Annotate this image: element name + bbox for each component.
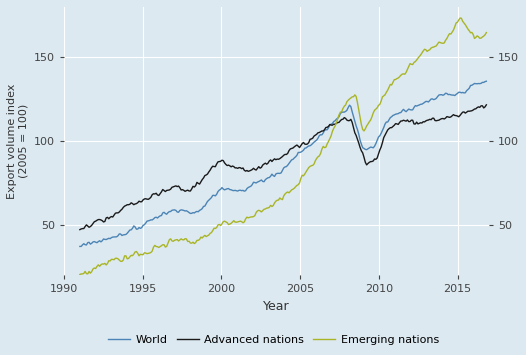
World xyxy=(77,244,83,248)
Advanced nations xyxy=(483,103,490,107)
Legend: World, Advanced nations, Emerging nations: World, Advanced nations, Emerging nation… xyxy=(104,331,443,349)
Emerging nations xyxy=(483,31,490,35)
Line: World: World xyxy=(80,81,487,246)
World xyxy=(483,79,490,83)
World xyxy=(449,93,456,97)
Advanced nations xyxy=(253,168,259,172)
World xyxy=(204,200,210,204)
Advanced nations xyxy=(123,203,129,208)
World xyxy=(253,181,259,185)
Emerging nations xyxy=(77,272,83,277)
Emerging nations xyxy=(123,254,129,258)
Advanced nations xyxy=(270,158,276,162)
Emerging nations xyxy=(457,16,463,20)
World xyxy=(123,232,129,236)
World xyxy=(270,174,276,178)
Emerging nations xyxy=(253,211,259,215)
X-axis label: Year: Year xyxy=(264,300,290,312)
Advanced nations xyxy=(187,189,194,193)
Line: Emerging nations: Emerging nations xyxy=(80,18,487,274)
Emerging nations xyxy=(449,30,456,34)
Emerging nations xyxy=(270,203,276,208)
Advanced nations xyxy=(449,114,456,118)
Line: Advanced nations: Advanced nations xyxy=(80,105,487,230)
Y-axis label: Export volume index
(2005 = 100): Export volume index (2005 = 100) xyxy=(7,83,28,199)
Emerging nations xyxy=(204,234,210,238)
Advanced nations xyxy=(204,172,210,176)
Advanced nations xyxy=(77,228,83,232)
Emerging nations xyxy=(187,241,194,245)
World xyxy=(187,211,194,215)
